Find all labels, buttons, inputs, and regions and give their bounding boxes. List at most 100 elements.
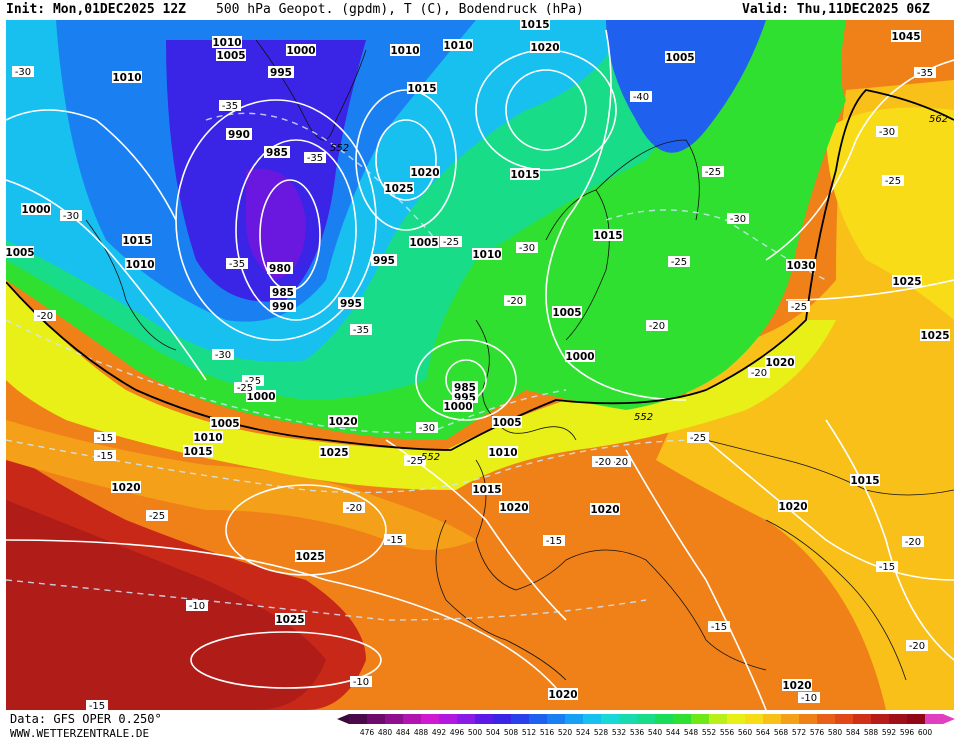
- temperature-label: -25: [146, 510, 168, 522]
- svg-text:1005: 1005: [216, 50, 245, 62]
- svg-text:995: 995: [270, 67, 292, 79]
- legend-swatch: [421, 714, 440, 724]
- legend-tick-label: 488: [414, 728, 429, 737]
- temperature-label: -35: [304, 152, 326, 164]
- svg-text:-20: -20: [346, 503, 362, 514]
- pressure-label: 1015: [520, 19, 550, 31]
- pressure-label: 1015: [850, 474, 880, 487]
- svg-text:-20: -20: [595, 457, 611, 468]
- legend-swatch: [907, 714, 926, 724]
- pressure-label: 1020: [590, 503, 620, 516]
- svg-text:1020: 1020: [410, 167, 439, 179]
- temperature-label: -20: [646, 320, 668, 332]
- pressure-label: 990: [270, 300, 296, 313]
- svg-text:1005: 1005: [492, 417, 521, 429]
- svg-text:-15: -15: [546, 536, 562, 547]
- svg-text:-20: -20: [905, 537, 921, 548]
- map-title: 500 hPa Geopot. (gpdm), T (C), Bodendruc…: [216, 2, 584, 17]
- svg-text:1005: 1005: [552, 307, 581, 319]
- pressure-label: 1020: [111, 481, 141, 494]
- temperature-label: -30: [416, 422, 438, 434]
- legend-tick-label: 576: [810, 728, 825, 737]
- svg-text:-25: -25: [690, 433, 706, 444]
- pressure-label: 1010: [125, 258, 155, 271]
- svg-text:1020: 1020: [782, 680, 811, 692]
- pressure-label: 995: [338, 297, 364, 310]
- temperature-label: -10: [350, 676, 372, 688]
- svg-text:-20: -20: [37, 311, 53, 322]
- temperature-label: -25: [440, 236, 462, 248]
- temperature-label: -35: [226, 258, 248, 270]
- svg-text:-30: -30: [419, 423, 435, 434]
- pressure-label: 980: [267, 262, 293, 275]
- legend-tick-label: 512: [522, 728, 537, 737]
- source-url: WWW.WETTERZENTRALE.DE: [10, 727, 150, 740]
- svg-text:-30: -30: [879, 127, 895, 138]
- svg-text:1020: 1020: [111, 482, 140, 494]
- svg-text:1010: 1010: [443, 40, 472, 52]
- svg-text:1005: 1005: [6, 247, 35, 259]
- temperature-label: -20: [906, 640, 928, 652]
- pressure-label: 1010: [193, 431, 223, 444]
- legend-tick-label: 600: [918, 728, 933, 737]
- legend-swatch: [367, 714, 386, 724]
- svg-text:-30: -30: [215, 350, 231, 361]
- map-header: Init: Mon,01DEC2025 12Z 500 hPa Geopot. …: [0, 0, 959, 20]
- temperature-label: -20: [902, 536, 924, 548]
- svg-text:1010: 1010: [212, 37, 241, 49]
- data-source: Data: GFS OPER 0.250°: [10, 712, 162, 726]
- svg-text:-40: -40: [633, 92, 649, 103]
- svg-text:990: 990: [272, 301, 294, 313]
- svg-text:-10: -10: [353, 677, 369, 688]
- svg-text:1000: 1000: [246, 391, 275, 403]
- temperature-label: -35: [914, 67, 936, 79]
- svg-text:1000: 1000: [565, 351, 594, 363]
- svg-text:1020: 1020: [328, 416, 357, 428]
- warm-core-inner-fill: [6, 500, 326, 710]
- legend-tick-label: 492: [432, 728, 447, 737]
- svg-text:-25: -25: [443, 237, 459, 248]
- legend-swatch: [637, 714, 656, 724]
- pressure-label: 1020: [499, 501, 529, 514]
- pressure-label: 1005: [665, 51, 695, 64]
- legend-swatch: [763, 714, 782, 724]
- temperature-label: -15: [86, 700, 108, 712]
- temperature-label: -20: [343, 502, 365, 514]
- svg-text:-30: -30: [730, 214, 746, 225]
- svg-text:1015: 1015: [520, 20, 549, 31]
- temperature-label: -25: [242, 375, 264, 387]
- legend-arrow-left: [337, 714, 349, 724]
- pressure-label: 1000: [21, 203, 51, 216]
- temperature-label: -35: [219, 100, 241, 112]
- legend-swatch: [565, 714, 584, 724]
- temperature-label: -25: [404, 455, 426, 467]
- legend-swatch: [349, 714, 368, 724]
- legend-tick-label: 588: [864, 728, 879, 737]
- color-legend: 476 480 484 488 492 496 500 504 508 512 516 520 524 5…: [337, 714, 955, 737]
- svg-text:-30: -30: [519, 243, 535, 254]
- svg-text:-20: -20: [507, 296, 523, 307]
- svg-text:-25: -25: [407, 456, 423, 467]
- svg-text:-35: -35: [222, 101, 238, 112]
- legend-tick-label: 564: [756, 728, 771, 737]
- svg-text:1020: 1020: [778, 501, 807, 513]
- temperature-label: -40: [630, 91, 652, 103]
- legend-tick-label: 592: [882, 728, 897, 737]
- temperature-label: -30: [516, 242, 538, 254]
- svg-text:-25: -25: [791, 302, 807, 313]
- legend-tick-label: 524: [576, 728, 591, 737]
- svg-text:1015: 1015: [472, 484, 501, 496]
- svg-text:1010: 1010: [125, 259, 154, 271]
- legend-tick-label: 556: [720, 728, 735, 737]
- legend-tick-label: 496: [450, 728, 465, 737]
- legend-tick-label: 580: [828, 728, 843, 737]
- legend-swatch: [619, 714, 638, 724]
- legend-swatch: [493, 714, 512, 724]
- svg-text:1025: 1025: [892, 276, 921, 288]
- svg-text:-15: -15: [89, 701, 105, 710]
- svg-text:1025: 1025: [319, 447, 348, 459]
- temperature-label: -15: [876, 561, 898, 573]
- legend-swatch: [583, 714, 602, 724]
- svg-text:1015: 1015: [407, 83, 436, 95]
- pressure-label: 1010: [443, 39, 473, 52]
